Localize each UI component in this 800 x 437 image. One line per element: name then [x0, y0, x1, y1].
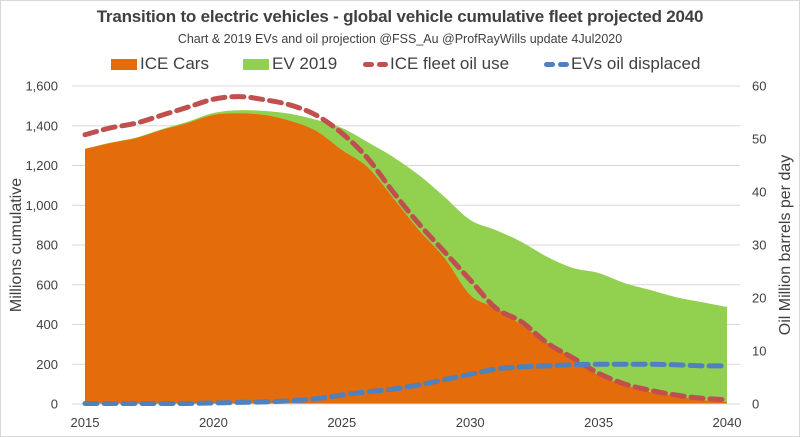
- chart-subtitle: Chart & 2019 EVs and oil projection @FSS…: [177, 32, 623, 46]
- y-tick-label: 600: [36, 277, 58, 292]
- x-tick-label: 2025: [327, 415, 356, 430]
- legend-swatch-ev-2019: [243, 58, 269, 70]
- y2-tick-label: 10: [752, 344, 766, 359]
- legend: ICE Cars EV 2019 ICE fleet oil use EVs o…: [0, 54, 800, 78]
- legend-dash-ice-oil: [363, 61, 388, 67]
- legend-swatch-ice-cars: [111, 58, 137, 70]
- legend-item-ev-oil: EVs oil displaced: [544, 54, 700, 74]
- y-tick-label: 400: [36, 317, 58, 332]
- line-evs-oil-displaced: [82, 361, 730, 407]
- x-tick-label: 2020: [199, 415, 228, 430]
- legend-item-ice-oil: ICE fleet oil use: [363, 54, 509, 74]
- y2-tick-label: 30: [752, 238, 766, 253]
- y2-tick-label: 20: [752, 291, 766, 306]
- y2-tick-label: 50: [752, 132, 766, 147]
- y2-tick-label: 60: [752, 79, 766, 94]
- y-tick-label: 1,200: [25, 158, 58, 173]
- legend-label-ice-oil: ICE fleet oil use: [390, 54, 510, 73]
- y-tick-label: 200: [36, 357, 58, 372]
- legend-label-ice-cars: ICE Cars: [140, 54, 209, 73]
- x-tick-label: 2015: [71, 415, 100, 430]
- y-tick-label: 1,600: [25, 79, 58, 94]
- x-tick-label: 2040: [713, 415, 742, 430]
- y-tick-label: 1,400: [25, 118, 58, 133]
- y-tick-label: 1,000: [25, 198, 58, 213]
- x-tick-label: 2035: [584, 415, 613, 430]
- legend-dash-ev-oil: [544, 61, 569, 67]
- legend-label-ev-2019: EV 2019: [272, 54, 338, 73]
- legend-label-ev-oil: EVs oil displaced: [571, 54, 701, 73]
- chart-title: Transition to electric vehicles - global…: [96, 7, 704, 26]
- y-axis-title: Millions cumulative: [8, 178, 25, 312]
- legend-item-ice-cars: ICE Cars: [111, 54, 209, 74]
- y2-axis-title: Oil Million barrels per day: [777, 155, 794, 336]
- legend-item-ev-2019: EV 2019: [243, 54, 337, 74]
- y2-tick-label: 0: [752, 397, 759, 412]
- y-tick-label: 0: [51, 397, 58, 412]
- area-ice-cars: [85, 113, 727, 405]
- x-tick-label: 2030: [456, 415, 485, 430]
- y-tick-label: 800: [36, 238, 58, 253]
- line-ice-fleet-oil-use: [82, 94, 730, 403]
- y2-tick-label: 40: [752, 185, 766, 200]
